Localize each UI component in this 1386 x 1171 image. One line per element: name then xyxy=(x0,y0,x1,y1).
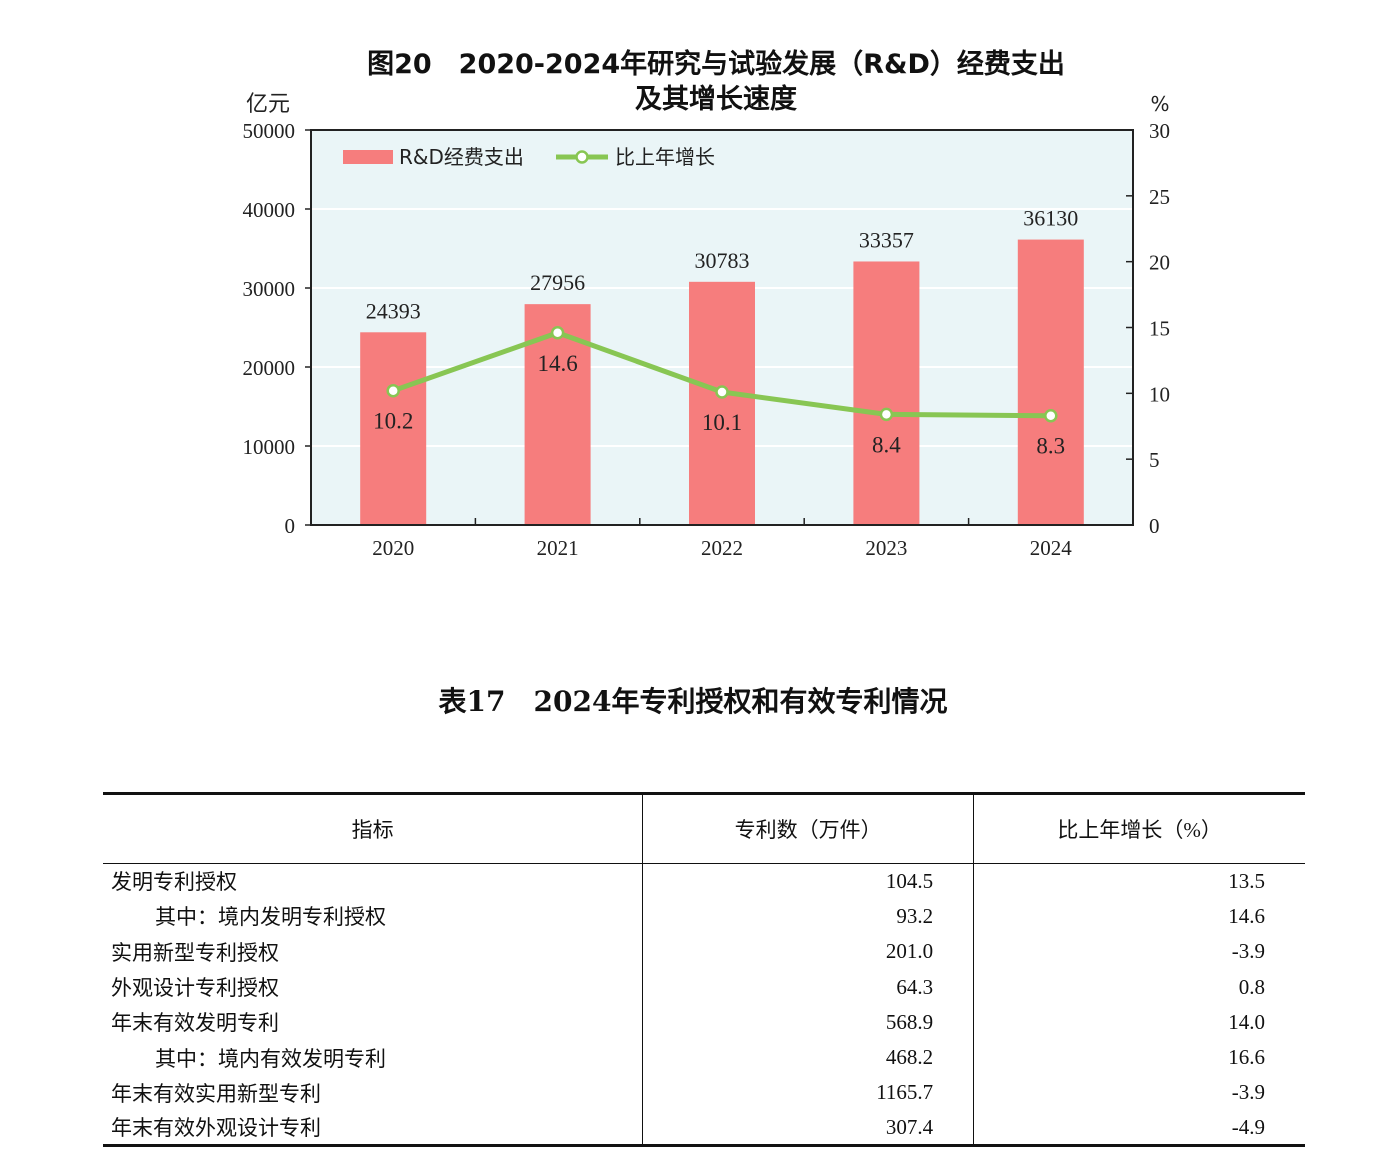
table-row: 其中：境内发明专利授权 93.2 14.6 xyxy=(103,898,1305,935)
row-growth: -4.9 xyxy=(973,1110,1305,1148)
right-axis-tick-label: 20 xyxy=(1149,251,1170,275)
bar xyxy=(689,281,755,525)
legend: R&D经费支出 比上年增长 xyxy=(343,145,715,169)
table-row: 实用新型专利授权 201.0 -3.9 xyxy=(103,934,1305,970)
right-axis-tick-label: 15 xyxy=(1149,317,1170,341)
header-count: 专利数（万件） xyxy=(642,792,974,864)
bar-value-label: 36130 xyxy=(1023,206,1078,231)
bar xyxy=(853,261,920,525)
x-axis-tick-label: 2020 xyxy=(372,536,414,560)
right-axis-tick-label: 30 xyxy=(1149,119,1170,143)
left-axis-tick-label: 50000 xyxy=(243,119,296,143)
row-growth: 0.8 xyxy=(973,969,1305,1005)
legend-line-label: 比上年增长 xyxy=(615,145,715,169)
growth-point xyxy=(386,383,400,398)
tick-labels: 0 10000 20000 30000 40000 50000 0 5 10 15 20 25 30 20… xyxy=(243,119,1171,560)
chart-title-line2: 及其增长速度 xyxy=(635,83,797,115)
row-indicator: 年末有效实用新型专利 xyxy=(111,1081,321,1106)
left-axis-tick-label: 40000 xyxy=(243,198,296,222)
row-count: 568.9 xyxy=(642,1004,974,1040)
table-header-row: 指标 专利数（万件） 比上年增长（%） xyxy=(103,792,1305,864)
growth-value-label: 8.4 xyxy=(872,432,901,457)
bar-value-label: 24393 xyxy=(366,298,421,323)
chart-title-line1: 图20 2020-2024年研究与试验发展（R&D）经费支出 xyxy=(367,48,1065,80)
legend-line-marker xyxy=(575,150,589,164)
right-axis-tick-label: 5 xyxy=(1149,448,1160,472)
right-axis-tick-label: 0 xyxy=(1149,514,1160,538)
row-growth: 14.0 xyxy=(973,1004,1305,1040)
row-count: 1165.7 xyxy=(642,1075,974,1111)
row-indicator: 发明专利授权 xyxy=(111,870,237,895)
table-row: 外观设计专利授权 64.3 0.8 xyxy=(103,969,1305,1005)
rd-expenditure-chart: 图20 2020-2024年研究与试验发展（R&D）经费支出 及其增长速度 亿元… xyxy=(243,48,1171,560)
row-growth: -3.9 xyxy=(973,1075,1305,1111)
table-row: 其中：境内有效发明专利 468.2 16.6 xyxy=(103,1039,1305,1076)
patent-table: 指标 专利数（万件） 比上年增长（%） 发明专利授权 104.5 13.5 其中… xyxy=(103,792,1305,1148)
growth-value-label: 10.2 xyxy=(373,409,413,434)
bar-value-label: 33357 xyxy=(859,227,914,252)
row-growth: -3.9 xyxy=(973,934,1305,970)
table-row: 发明专利授权 104.5 13.5 xyxy=(103,863,1305,899)
x-axis-tick-label: 2023 xyxy=(865,536,907,560)
row-count: 93.2 xyxy=(642,898,974,935)
table-row: 年末有效发明专利 568.9 14.0 xyxy=(103,1004,1305,1040)
row-indicator: 年末有效外观设计专利 xyxy=(103,1110,643,1148)
row-indicator: 实用新型专利授权 xyxy=(111,940,279,965)
data-labels: 24393 27956 30783 33357 36130 10.2 14.6 10.1 8.4… xyxy=(366,206,1079,459)
left-axis-tick-label: 30000 xyxy=(243,277,296,301)
table-row: 年末有效实用新型专利 1165.7 -3.9 xyxy=(103,1075,1305,1111)
table-row: 年末有效外观设计专利 307.4 -4.9 xyxy=(103,1110,1305,1148)
bar-value-label: 30783 xyxy=(695,248,750,273)
row-count: 468.2 xyxy=(642,1039,974,1076)
right-axis-tick-label: 10 xyxy=(1149,382,1170,406)
bar xyxy=(1017,239,1084,525)
growth-value-label: 10.1 xyxy=(702,410,742,435)
row-count: 307.4 xyxy=(642,1110,974,1148)
bar xyxy=(360,332,427,525)
row-indicator: 其中：境内发明专利授权 xyxy=(155,905,386,930)
row-count: 64.3 xyxy=(642,969,974,1005)
legend-bar-label: R&D经费支出 xyxy=(399,145,524,169)
growth-point xyxy=(715,385,729,399)
left-axis-tick-label: 0 xyxy=(285,514,296,538)
x-axis-tick-label: 2021 xyxy=(537,536,579,560)
bar-value-label: 27956 xyxy=(530,270,585,295)
row-growth: 14.6 xyxy=(973,898,1305,935)
growth-point xyxy=(879,407,894,422)
row-indicator: 年末有效发明专利 xyxy=(111,1011,279,1036)
left-axis-unit: 亿元 xyxy=(246,92,290,117)
row-indicator: 其中：境内有效发明专利 xyxy=(155,1046,386,1071)
growth-point xyxy=(550,326,565,340)
x-axis-tick-label: 2022 xyxy=(701,536,743,560)
growth-point xyxy=(1044,408,1058,423)
legend-bar-swatch xyxy=(343,150,393,164)
right-axis-unit: % xyxy=(1150,92,1169,116)
left-axis-tick-label: 10000 xyxy=(243,435,296,459)
row-growth: 16.6 xyxy=(973,1039,1305,1076)
row-count: 201.0 xyxy=(642,934,974,970)
growth-line xyxy=(386,326,1058,423)
row-count: 104.5 xyxy=(642,863,974,899)
table-title: 表17 2024年专利授权和有效专利情况 xyxy=(438,685,948,718)
right-axis-tick-label: 25 xyxy=(1149,185,1170,209)
header-growth: 比上年增长（%） xyxy=(973,792,1305,864)
axes xyxy=(305,129,1134,526)
left-axis-tick-label: 20000 xyxy=(243,356,296,380)
header-indicator: 指标 xyxy=(103,792,643,864)
row-growth: 13.5 xyxy=(973,863,1305,899)
x-axis-tick-label: 2024 xyxy=(1030,536,1073,560)
growth-value-label: 14.6 xyxy=(537,351,577,376)
growth-value-label: 8.3 xyxy=(1036,434,1065,459)
row-indicator: 外观设计专利授权 xyxy=(111,976,279,1001)
